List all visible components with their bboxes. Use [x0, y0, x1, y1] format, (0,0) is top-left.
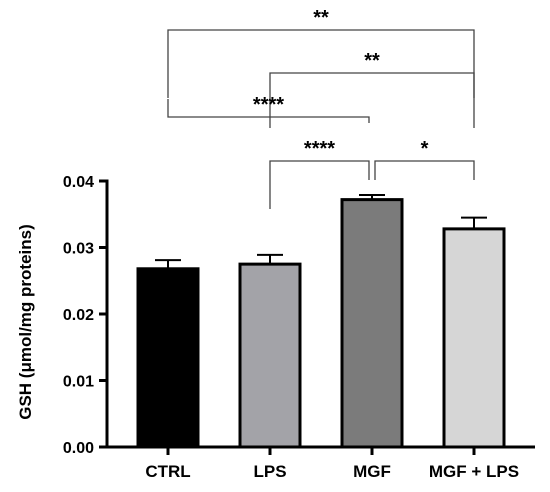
significance-bracket [167, 99, 370, 123]
x-ticks-group: CTRL LPS MGF MGF + LPS [145, 447, 519, 481]
bar-lps [238, 262, 302, 449]
y-tick-label: 0.00 [63, 440, 94, 457]
error-bars-group [155, 193, 487, 269]
significance-label: * [421, 138, 429, 160]
x-tick-label: MGF [353, 462, 391, 481]
significance-label: ** [364, 50, 380, 72]
y-tick-label: 0.01 [63, 374, 94, 391]
y-ticks-group: 0.00 0.01 0.02 0.03 0.04 [63, 174, 107, 457]
significance-bracket [374, 160, 475, 180]
significance-label: ** [313, 7, 329, 29]
bars-group [136, 198, 506, 449]
significance-bracket [167, 29, 475, 98]
bar-ctrl [136, 267, 200, 449]
significance-bracket [269, 72, 475, 128]
bar-mgf-lps [442, 227, 506, 449]
x-tick-label: MGF + LPS [429, 462, 519, 481]
y-tick-label: 0.04 [63, 174, 94, 191]
x-tick-label: LPS [253, 462, 286, 481]
significance-bracket [269, 160, 370, 209]
y-axis-title: GSH (μmol/mg proteins) [16, 224, 35, 420]
bar-mgf [340, 198, 404, 449]
significance-label: **** [304, 138, 335, 160]
significance-label: **** [253, 94, 284, 116]
y-tick-label: 0.03 [63, 241, 94, 258]
y-tick-label: 0.02 [63, 307, 94, 324]
significance-brackets-group: ************ * [167, 7, 475, 209]
x-tick-label: CTRL [145, 462, 190, 481]
